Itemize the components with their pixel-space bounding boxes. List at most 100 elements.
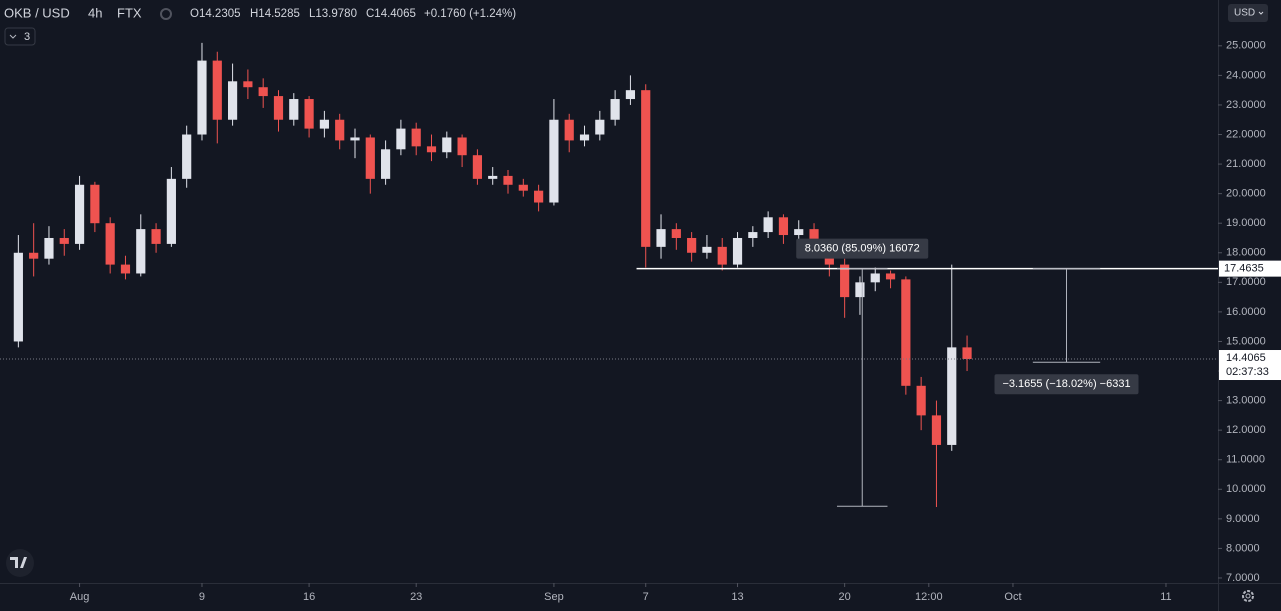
- candle-body: [748, 232, 758, 238]
- overlay: 17.4635 14.4065 02:37:33 8.0360 (85.09%) 16…: [0, 238, 1281, 507]
- y-tick-label: 22.0000: [1226, 128, 1266, 140]
- candle-body: [947, 347, 957, 445]
- candle-body: [564, 119, 574, 141]
- candle-body: [273, 96, 284, 120]
- interval[interactable]: 4h: [88, 5, 102, 20]
- candle-body: [59, 237, 69, 244]
- x-tick-label: 13: [731, 591, 743, 603]
- chevron: [9, 34, 17, 39]
- candle-body: [840, 264, 850, 298]
- candle-body: [656, 229, 666, 247]
- change: +0.1760 (+1.24%): [424, 8, 516, 20]
- candle-body: [472, 155, 482, 179]
- candle-body: [151, 229, 161, 244]
- candle-body: [794, 229, 804, 236]
- x-tick-label: Aug: [70, 591, 90, 603]
- x-tick-label: Oct: [1004, 591, 1021, 603]
- ohlc-low: L13.9780: [309, 8, 357, 20]
- measure-label-box: [994, 374, 1139, 395]
- y-tick-label: 24.0000: [1226, 69, 1266, 81]
- candle-body: [625, 90, 636, 100]
- x-tick-label: Sep: [544, 591, 564, 603]
- candle-body: [105, 223, 115, 265]
- y-tick-label: 11.0000: [1226, 454, 1265, 466]
- candle-body: [901, 279, 911, 386]
- last-price-label: 14.4065: [1226, 352, 1266, 364]
- candle-body: [641, 90, 651, 247]
- y-tick-label: 7.0000: [1226, 572, 1260, 584]
- candle-body: [442, 137, 452, 153]
- candle-body: [44, 237, 54, 259]
- candle-body: [74, 184, 85, 244]
- candle-body: [671, 229, 681, 238]
- x-tick-label: 23: [410, 591, 422, 603]
- y-tick-label: 23.0000: [1226, 99, 1266, 111]
- x-tick-label: 12:00: [915, 591, 943, 603]
- price-label: 17.4635: [1224, 263, 1264, 275]
- indicator-count: 3: [24, 31, 30, 43]
- indicator-toggle[interactable]: [4, 27, 36, 46]
- y-tick-label: 9.0000: [1226, 513, 1260, 525]
- ohlc-open: O14.2305: [190, 8, 241, 20]
- exchange: FTX: [117, 5, 142, 20]
- candle-body: [885, 273, 896, 280]
- logo: [6, 549, 34, 577]
- y-tick-label: 8.0000: [1226, 542, 1260, 554]
- status-dot: [160, 8, 172, 20]
- candle-body: [595, 119, 605, 135]
- candle-body: [687, 237, 697, 253]
- measure-label: −3.1655 (−18.02%) −6331: [1002, 378, 1130, 390]
- y-tick-label: 15.0000: [1226, 335, 1266, 347]
- candle-body: [931, 415, 942, 445]
- x-tick-label: 16: [303, 591, 315, 603]
- measure-label-box: [796, 238, 929, 259]
- y-tick-label: 18.0000: [1226, 247, 1266, 259]
- settings-gear[interactable]: [1242, 590, 1254, 602]
- candle-body: [503, 175, 513, 185]
- candle-body: [855, 282, 865, 298]
- candle-body: [350, 137, 360, 141]
- candle-body: [732, 237, 743, 265]
- candle-body: [182, 134, 192, 179]
- candle-body: [518, 184, 528, 191]
- candle-body: [258, 87, 268, 97]
- x-tick-label: 20: [839, 591, 851, 603]
- candle-body: [962, 347, 972, 360]
- candle-body: [319, 119, 329, 129]
- candle-body: [870, 273, 880, 283]
- candle-body: [227, 81, 238, 120]
- candle-body: [534, 190, 544, 203]
- candle-body: [579, 134, 590, 141]
- y-tick-label: 12.0000: [1226, 424, 1266, 436]
- x-tick-label: 7: [643, 591, 649, 603]
- currency-button[interactable]: [1228, 4, 1268, 22]
- candle-body: [136, 229, 146, 274]
- candle-body: [610, 99, 620, 120]
- candle-body: [120, 264, 131, 274]
- axes: 7.0000 8.0000 9.0000 10.0000 11.0000 12.0000 1…: [70, 40, 1266, 603]
- candle-body: [212, 60, 222, 120]
- symbol[interactable]: OKB / USD: [4, 5, 70, 20]
- y-tick-label: 19.0000: [1226, 217, 1266, 229]
- x-tick-label: 11: [1160, 591, 1171, 603]
- measure-label: 8.0360 (85.09%) 16072: [805, 243, 920, 255]
- y-tick-label: 21.0000: [1226, 158, 1266, 170]
- candle-body: [916, 385, 926, 416]
- candle-body: [197, 60, 207, 135]
- y-tick-label: 10.0000: [1226, 483, 1266, 495]
- last-price-box: [1219, 350, 1281, 381]
- y-tick-label: 20.0000: [1226, 188, 1266, 200]
- candle-body: [29, 252, 39, 259]
- y-tick-label: 17.0000: [1226, 276, 1266, 288]
- ohlc-high: H14.5285: [250, 8, 300, 20]
- y-tick-label: 13.0000: [1226, 394, 1266, 406]
- y-tick-label: 16.0000: [1226, 306, 1266, 318]
- candle-body: [411, 128, 421, 147]
- plot-area: [13, 42, 972, 508]
- countdown: 02:37:33: [1226, 366, 1269, 378]
- currency-chevron: [1258, 11, 1264, 15]
- candle-body: [396, 128, 406, 150]
- candle-body: [702, 246, 712, 253]
